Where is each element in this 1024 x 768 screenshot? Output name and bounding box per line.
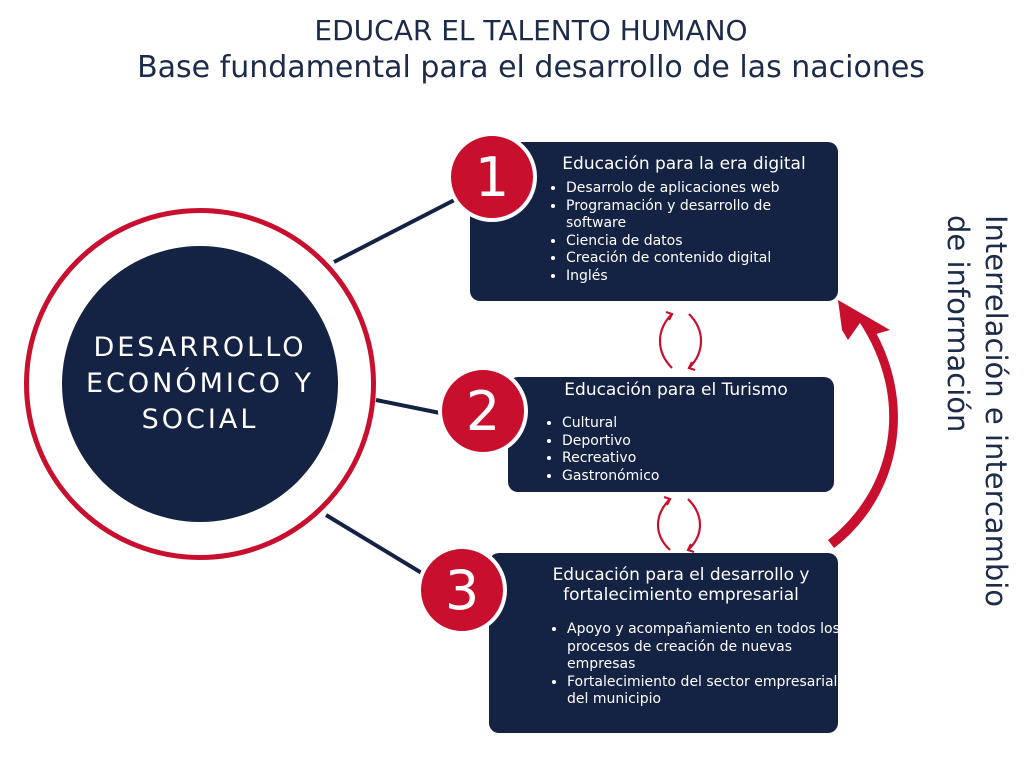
connector-line-1: [333, 190, 471, 264]
bullet-item: Cultural: [562, 415, 812, 433]
bullet-item: Fortalecimiento del sector empresarial d…: [567, 674, 847, 709]
center-label-line: DESARROLLO: [93, 332, 307, 363]
center-label-line: ECONÓMICO Y: [85, 368, 315, 399]
item-number-2: 2: [438, 366, 528, 456]
bullet-item: Desarrolo de aplicaciones web: [566, 180, 816, 198]
bullet-item: Creación de contenido digital: [566, 250, 816, 268]
side-label: Interrelación e intercambio de informaci…: [941, 215, 1013, 608]
bullet-item: Recreativo: [562, 450, 812, 468]
connector-line-3: [324, 513, 427, 577]
exchange-arrows-2-3: [657, 495, 701, 554]
bullet-item: Inglés: [566, 268, 816, 286]
center-circle: DESARROLLO ECONÓMICO Y SOCIAL: [62, 246, 338, 522]
item-bullets: Cultural Deportivo Recreativo Gastronómi…: [544, 415, 812, 485]
page-title: EDUCAR EL TALENTO HUMANO: [314, 14, 748, 47]
item-number-1: 1: [447, 132, 537, 222]
item-card-3: Educación para el desarrollo y fortaleci…: [489, 553, 840, 733]
bullet-item: Programación y desarrollo de software: [566, 198, 816, 233]
cycle-arrow: [828, 300, 898, 548]
center-label: DESARROLLO ECONÓMICO Y SOCIAL: [86, 330, 314, 438]
item-title: Educación para el Turismo: [564, 380, 788, 400]
item-card-2: Educación para el Turismo Cultural Depor…: [508, 377, 834, 492]
item-bullets: Desarrolo de aplicaciones web Programaci…: [548, 180, 816, 285]
connector-line-2: [375, 398, 446, 416]
bullet-item: Apoyo y acompañamiento en todos los proc…: [567, 621, 847, 674]
exchange-arrows-1-2: [659, 310, 702, 372]
item-bullets: Apoyo y acompañamiento en todos los proc…: [549, 621, 847, 709]
item-number-3: 3: [417, 545, 507, 635]
item-title: Educación para el desarrollo y fortaleci…: [552, 565, 810, 605]
item-title: Educación para la era digital: [562, 154, 806, 174]
bullet-item: Gastronómico: [562, 468, 812, 486]
bullet-item: Deportivo: [562, 433, 812, 451]
bullet-item: Ciencia de datos: [566, 233, 816, 251]
page-subtitle: Base fundamental para el desarrollo de l…: [137, 50, 925, 85]
center-label-line: SOCIAL: [141, 404, 259, 435]
